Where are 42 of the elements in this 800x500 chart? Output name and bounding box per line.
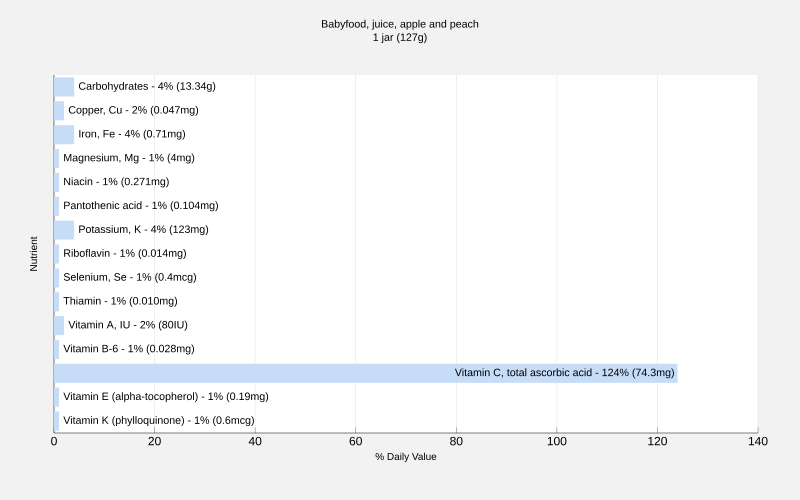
x-tick-label: 40 xyxy=(248,436,262,446)
y-tick-label: Potassium, K - 4% (123mg) xyxy=(79,225,208,236)
bar xyxy=(54,148,60,168)
x-tick-label: 80 xyxy=(450,436,462,446)
x-tick-label: 0 xyxy=(51,436,57,446)
y-tick-label: Carbohydrates - 4% (13.34g) xyxy=(78,82,216,92)
y-tick-label: Vitamin B-6 - 1% (0.028mg) xyxy=(63,344,194,354)
y-axis-title: Nutrient xyxy=(30,236,38,271)
bar xyxy=(54,220,74,240)
x-axis-title: % Daily Value xyxy=(376,452,436,462)
chart-subtitle: 1 jar (127g) xyxy=(374,33,427,44)
bar xyxy=(54,316,64,336)
bar xyxy=(54,364,678,383)
bar xyxy=(54,268,60,288)
bar xyxy=(54,412,60,431)
bar xyxy=(54,125,74,144)
y-tick-label: Niacin - 1% (0.271mg) xyxy=(64,177,169,188)
y-tick-label: Vitamin K (phylloquinone) - 1% (0.6mcg) xyxy=(63,416,254,426)
y-tick-label: Thiamin - 1% (0.010mg) xyxy=(64,296,178,307)
bar xyxy=(54,77,74,96)
bar xyxy=(54,196,60,216)
x-tick-label: 60 xyxy=(350,436,362,446)
x-tick-label: 120 xyxy=(648,436,667,446)
bar xyxy=(54,340,60,360)
y-tick-label: Selenium, Se - 1% (0.4mcg) xyxy=(64,272,196,283)
y-tick-label: Iron, Fe - 4% (0.71mg) xyxy=(79,130,185,140)
y-tick-label: Pantothenic acid - 1% (0.104mg) xyxy=(64,201,218,212)
bar xyxy=(54,101,64,120)
x-tick-label: 100 xyxy=(548,436,566,446)
y-tick-label: Magnesium, Mg - 1% (4mg) xyxy=(64,154,194,164)
bar xyxy=(54,388,60,407)
y-tick-label: Copper, Cu - 2% (0.047mg) xyxy=(68,106,198,116)
y-tick-label: Vitamin E (alpha-tocopherol) - 1% (0.19mg) xyxy=(63,392,268,402)
y-tick-label: Vitamin A, IU - 2% (80IU) xyxy=(68,320,188,331)
x-tick-label: 20 xyxy=(148,436,161,446)
bar xyxy=(54,292,60,312)
x-tick-label: 140 xyxy=(748,436,768,446)
bar xyxy=(54,172,60,192)
y-tick-label: Vitamin C, total ascorbic acid - 124% (74.3mg) xyxy=(454,368,674,378)
bar xyxy=(54,244,60,264)
y-tick-label: Riboflavin - 1% (0.014mg) xyxy=(64,249,186,259)
chart-title: Babyfood, juice, apple and peach xyxy=(322,20,478,30)
